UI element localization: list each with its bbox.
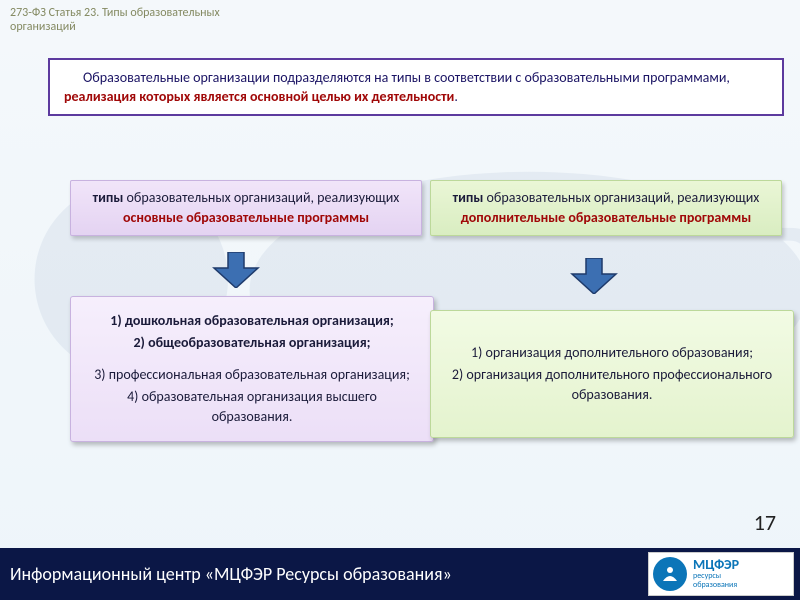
footer-bar: Информационный центр «МЦФЭР Ресурсы обра… [0,548,800,600]
logo-sub2: образования [693,581,739,590]
list-item: 2) организация дополнительного профессио… [447,365,777,405]
type-left-lead-bold: типы [93,189,124,206]
type-left-lead: типы образовательных организаций, реализ… [93,189,400,206]
list-item: 2) общеобразовательная организация; [87,333,417,353]
list-item: 1) организация дополнительного образован… [447,343,777,363]
logo-text: МЦФЭР ресурсы образования [693,558,739,590]
footer-text: Информационный центр «МЦФЭР Ресурсы обра… [10,563,452,585]
type-box-main: типы образовательных организаций, реализ… [70,180,422,236]
header-title: 273-ФЗ Статья 23. Типы образовательных о… [10,6,220,34]
arrow-down-right-icon [568,258,620,294]
list-box-main: 1) дошкольная образовательная организаци… [70,296,434,442]
list-box-additional: 1) организация дополнительного образован… [430,310,794,438]
intro-box: Образовательные организации подразделяют… [48,58,784,116]
list-item: 3) профессиональная образовательная орга… [87,365,417,385]
intro-text-plain: Образовательные организации подразделяют… [83,69,730,86]
arrow-down-left-icon [210,252,262,288]
type-box-additional: типы образовательных организаций, реализ… [430,180,782,236]
header-line2: организаций [10,20,76,34]
header-line1: 273-ФЗ Статья 23. Типы образовательных [10,6,220,20]
logo-brand: МЦФЭР [693,558,739,572]
slide: МЦФЭР 273-ФЗ Статья 23. Типы образовател… [0,0,800,600]
logo-circle-icon [653,557,687,591]
type-right-lead-bold: типы [453,189,484,206]
type-right-main: дополнительные образовательные программы [441,209,771,227]
type-left-main: основные образовательные программы [81,209,411,227]
intro-text-emph: реализация которых является основной цел… [64,88,454,105]
list-item: 4) образовательная организация высшего о… [87,387,417,427]
intro-text-tail: . [454,88,458,105]
list-item: 1) дошкольная образовательная организаци… [87,311,417,331]
page-number: 17 [754,509,776,536]
type-right-lead: типы образовательных организаций, реализ… [453,189,760,206]
footer-logo: МЦФЭР ресурсы образования [648,552,794,596]
